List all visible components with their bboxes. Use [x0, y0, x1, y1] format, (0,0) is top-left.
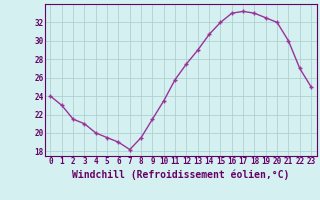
- X-axis label: Windchill (Refroidissement éolien,°C): Windchill (Refroidissement éolien,°C): [72, 169, 290, 180]
